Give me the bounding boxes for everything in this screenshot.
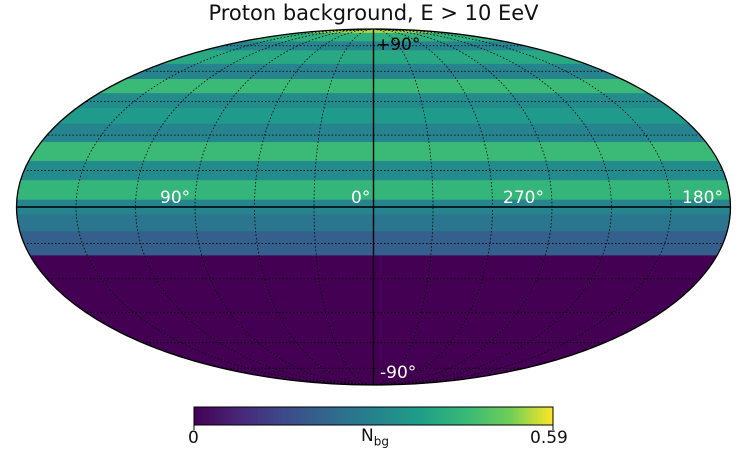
chart-title: Proton background, E > 10 EeV xyxy=(208,1,539,25)
meridian-line xyxy=(194,29,374,385)
colorbar-label-main: N xyxy=(361,426,374,446)
lat-label-south: -90° xyxy=(380,363,416,383)
lat-label-north: +90° xyxy=(376,35,420,55)
lon-label-180: 180° xyxy=(682,188,723,208)
lon-label-90: 90° xyxy=(160,188,190,208)
lon-label-270: 270° xyxy=(503,188,544,208)
colorbar xyxy=(193,406,554,426)
colorbar-label-sub: bg xyxy=(373,434,389,449)
meridian-line xyxy=(373,29,612,385)
colorbar-label: Nbg xyxy=(350,426,400,448)
lon-label-0: 0° xyxy=(351,188,370,208)
meridian-line xyxy=(373,29,553,385)
colorbar-max-label: 0.59 xyxy=(530,428,568,448)
meridian-line xyxy=(313,29,374,385)
colorbar-min-label: 0 xyxy=(188,428,199,448)
meridian-line xyxy=(135,29,374,385)
meridian-line xyxy=(373,29,434,385)
